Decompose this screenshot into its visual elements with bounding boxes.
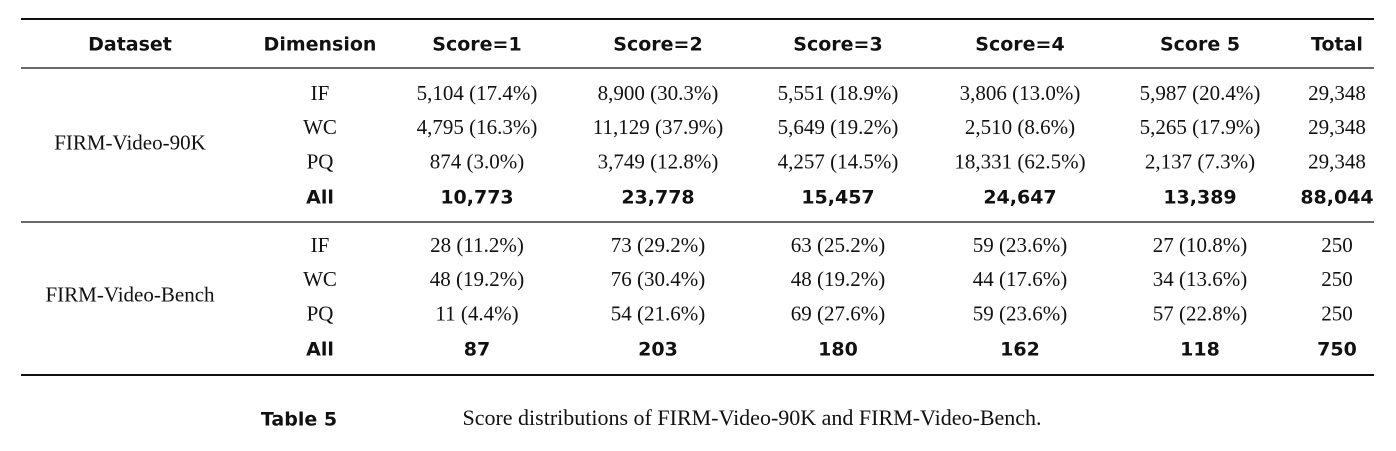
cell: 2,510 (8.6%) [965, 115, 1075, 139]
cell: 11,129 (37.9%) [593, 115, 723, 139]
cell: 3,749 (12.8%) [598, 149, 719, 173]
all-cell: 118 [1180, 338, 1220, 360]
cell: 48 (19.2%) [791, 267, 885, 291]
cell: 59 (23.6%) [973, 233, 1067, 257]
all-cell: 10,773 [440, 186, 513, 208]
cell: 4,257 (14.5%) [778, 149, 899, 173]
caption-label: Table 5 [261, 409, 337, 431]
cell: 44 (17.6%) [973, 267, 1067, 291]
cell: 63 (25.2%) [791, 233, 885, 257]
cell: 5,104 (17.4%) [417, 81, 538, 105]
cell: 54 (21.6%) [611, 301, 705, 325]
cell: 69 (27.6%) [791, 301, 885, 325]
dataset-cell: FIRM-Video-Bench [45, 282, 215, 306]
all-cell: 162 [1000, 338, 1040, 360]
cell: 18,331 (62.5%) [954, 149, 1085, 173]
all-cell: 87 [464, 338, 490, 360]
cell: 874 (3.0%) [430, 149, 524, 173]
cell: WC [303, 267, 337, 291]
header-cell: Score 5 [1160, 34, 1240, 56]
all-cell: 24,647 [983, 186, 1056, 208]
header-cell: Score=4 [975, 34, 1064, 56]
cell: 76 (30.4%) [611, 267, 705, 291]
cell: 8,900 (30.3%) [598, 81, 719, 105]
cell: 27 (10.8%) [1153, 233, 1247, 257]
cell: 5,649 (19.2%) [778, 115, 899, 139]
all-cell: 23,778 [621, 186, 694, 208]
cell: 59 (23.6%) [973, 301, 1067, 325]
cell: 4,795 (16.3%) [417, 115, 538, 139]
header-cell: Dataset [88, 34, 172, 56]
all-cell: 15,457 [801, 186, 874, 208]
cell: 5,551 (18.9%) [778, 81, 899, 105]
all-cell: 13,389 [1163, 186, 1236, 208]
header-cell: Dimension [264, 34, 377, 56]
cell: 250 [1321, 233, 1353, 257]
dataset-cell: FIRM-Video-90K [54, 130, 206, 154]
header-cell: Score=3 [793, 34, 882, 56]
all-cell: 750 [1317, 338, 1357, 360]
all-cell: 180 [818, 338, 858, 360]
cell: 5,265 (17.9%) [1140, 115, 1261, 139]
cell: PQ [307, 149, 334, 173]
all-cell: All [306, 186, 334, 208]
cell: 57 (22.8%) [1153, 301, 1247, 325]
all-cell: 88,044 [1300, 186, 1373, 208]
cell: 11 (4.4%) [435, 301, 518, 325]
cell: 29,348 [1308, 81, 1366, 105]
cell: 28 (11.2%) [430, 233, 524, 257]
cell: 3,806 (13.0%) [960, 81, 1081, 105]
cell: WC [303, 115, 337, 139]
cell: 250 [1321, 267, 1353, 291]
header-cell: Score=2 [613, 34, 702, 56]
cell: 34 (13.6%) [1153, 267, 1247, 291]
header-cell: Score=1 [432, 34, 521, 56]
caption-text: Score distributions of FIRM-Video-90K an… [462, 405, 1041, 430]
header-cell: Total [1311, 34, 1363, 56]
cell: 48 (19.2%) [430, 267, 524, 291]
cell: 250 [1321, 301, 1353, 325]
cell: IF [311, 81, 330, 105]
cell: 73 (29.2%) [611, 233, 705, 257]
cell: PQ [307, 301, 334, 325]
cell: 2,137 (7.3%) [1145, 149, 1255, 173]
cell: 29,348 [1308, 149, 1366, 173]
cell: 5,987 (20.4%) [1140, 81, 1261, 105]
cell: 29,348 [1308, 115, 1366, 139]
cell: IF [311, 233, 330, 257]
all-cell: All [306, 338, 334, 360]
all-cell: 203 [638, 338, 678, 360]
